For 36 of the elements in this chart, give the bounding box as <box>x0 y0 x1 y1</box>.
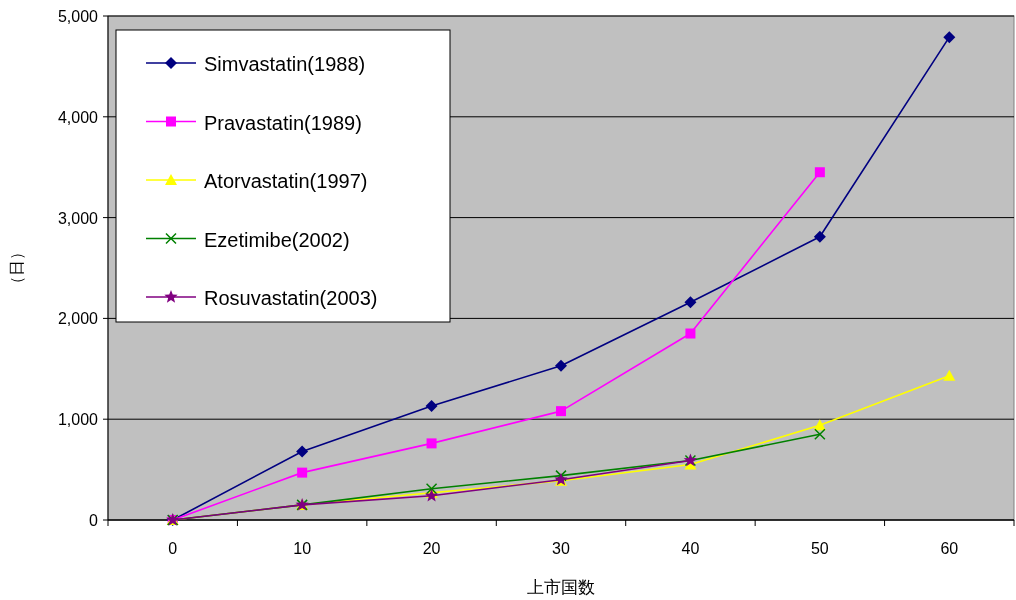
legend-label: Rosuvastatin(2003) <box>204 287 378 309</box>
x-axis-title: 上市国数 <box>527 578 595 597</box>
point <box>814 167 825 178</box>
x-tick-label: 10 <box>293 540 312 557</box>
y-tick-label: 2,000 <box>57 310 99 328</box>
y-tick-label: 5,000 <box>57 8 99 25</box>
x-tick-label: 50 <box>810 540 829 557</box>
point <box>426 438 437 449</box>
point <box>555 469 567 482</box>
x-tick-label: 30 <box>552 540 570 557</box>
legend-label: Simvastatin(1988) <box>204 53 366 75</box>
point <box>943 369 956 381</box>
point <box>555 359 567 372</box>
point <box>296 445 309 458</box>
point <box>684 296 697 309</box>
point <box>813 419 826 431</box>
point <box>685 328 696 339</box>
y-axis-title: （日） <box>8 244 25 292</box>
legend-label: Atorvastatin(1997) <box>204 170 368 192</box>
point <box>297 467 308 478</box>
x-tick-label: 40 <box>681 540 700 557</box>
y-tick-label: 4,000 <box>57 108 99 126</box>
point <box>814 428 826 441</box>
legend-label: Ezetimibe(2002) <box>204 228 350 251</box>
legend-label: Pravastatin(1989) <box>204 111 362 134</box>
y-tick-label: 1,000 <box>57 411 99 429</box>
point <box>425 400 438 413</box>
y-tick-label: 0 <box>89 512 99 529</box>
point <box>556 406 566 417</box>
point <box>424 488 439 502</box>
y-tick-label: 3,000 <box>57 209 99 227</box>
point <box>943 31 956 44</box>
point <box>813 230 826 243</box>
x-tick-label: 0 <box>168 540 178 557</box>
x-tick-label: 20 <box>422 540 441 557</box>
x-tick-label: 60 <box>940 540 959 557</box>
